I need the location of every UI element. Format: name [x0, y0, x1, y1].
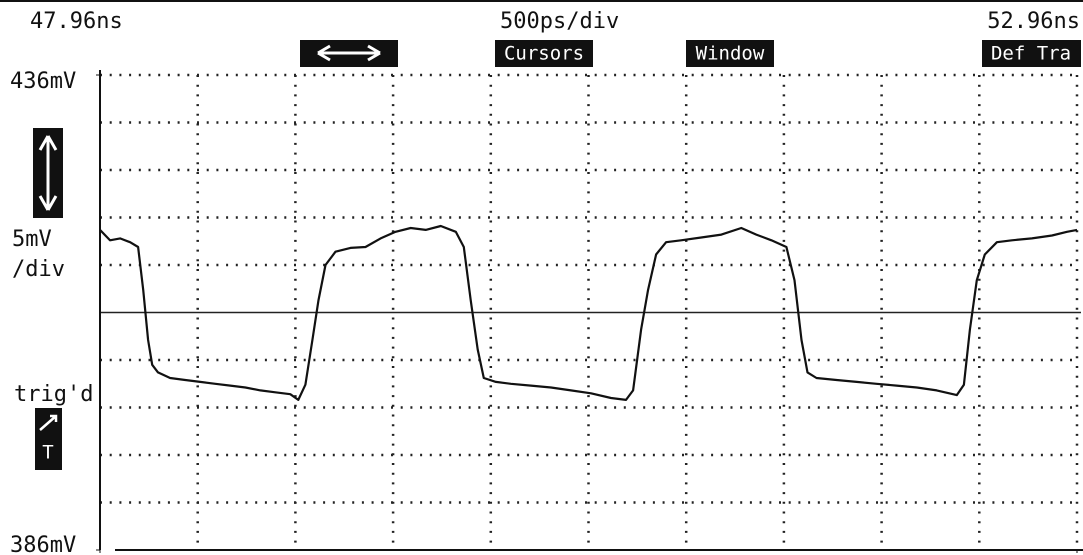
- trigger-button[interactable]: [35, 408, 62, 470]
- volt-division-unit: /div: [12, 257, 65, 282]
- trigger-status: trig'd: [14, 382, 93, 407]
- vertical-arrow-icon: [38, 135, 58, 211]
- y-tick-label: 436mV: [10, 69, 76, 94]
- cursors-button[interactable]: [495, 40, 593, 67]
- window-button[interactable]: [686, 40, 774, 67]
- volt-division: 5mV: [12, 227, 52, 252]
- horizontal-arrow-icon: [317, 44, 381, 62]
- x-tick-label: 47.96ns: [30, 9, 123, 34]
- time-division: 500ps/div: [500, 9, 619, 34]
- cursors-label: Cursors: [504, 43, 584, 65]
- trigger-slope-icon: [39, 414, 58, 431]
- waveform: [99, 224, 1078, 401]
- y-tick-label: 386mV: [10, 533, 76, 555]
- deftra-label: Def Tra: [991, 43, 1071, 65]
- window-label: Window: [696, 43, 765, 65]
- deftra-button[interactable]: [982, 40, 1081, 67]
- trigger-letter: T: [42, 442, 53, 464]
- x-tick-label: 52.96ns: [987, 9, 1080, 34]
